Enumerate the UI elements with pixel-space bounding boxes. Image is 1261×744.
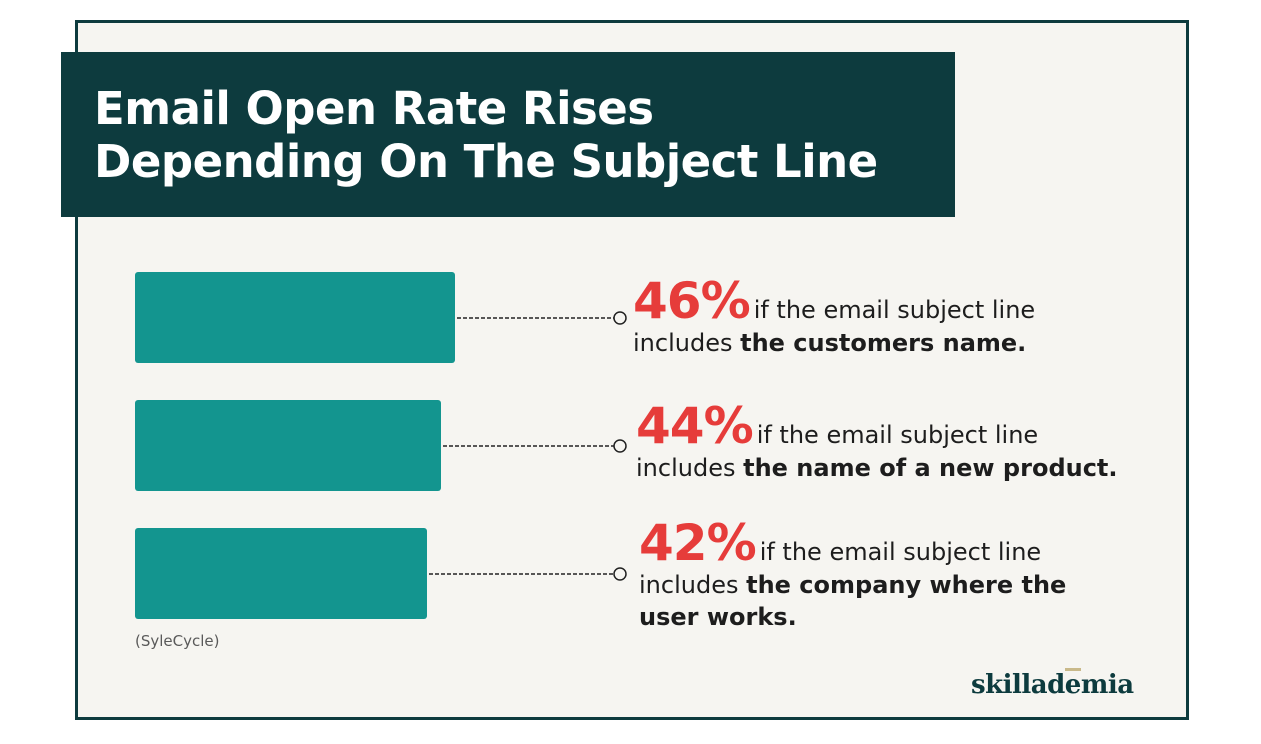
- bar-label-1: 44% if the email subject line includes th…: [636, 400, 1118, 484]
- label-tail: if the email subject line: [756, 421, 1039, 449]
- label-bold: the name of a new product.: [743, 454, 1118, 482]
- bar-1: [135, 400, 441, 491]
- label-tail: if the email subject line: [759, 538, 1042, 566]
- value-label: 42%: [639, 514, 757, 572]
- label-bold: the company where the: [746, 571, 1067, 599]
- value-label: 46%: [633, 272, 751, 330]
- bar-0: [135, 272, 455, 363]
- logo-accent: [1065, 668, 1081, 671]
- value-label: 44%: [636, 397, 754, 455]
- title-line-2: Depending On The Subject Line: [94, 135, 878, 188]
- label-bold-2: user works.: [639, 603, 797, 631]
- bar-2: [135, 528, 427, 619]
- bar-label-0: 46% if the email subject line includes th…: [633, 275, 1035, 359]
- title-line-1: Email Open Rate Rises: [94, 82, 654, 135]
- title-banner: Email Open Rate Rises Depending On The S…: [61, 52, 955, 217]
- label-tail: if the email subject line: [753, 296, 1036, 324]
- bar-label-2: 42% if the email subject line includes th…: [639, 517, 1066, 633]
- label-prefix: includes: [633, 329, 741, 357]
- source-note: (SyleCycle): [135, 632, 220, 650]
- brand-logo: skillademia: [971, 670, 1134, 700]
- label-prefix: includes: [639, 571, 747, 599]
- label-prefix: includes: [636, 454, 744, 482]
- label-bold: the customers name.: [740, 329, 1027, 357]
- leader-dot-1: [613, 439, 627, 453]
- leader-dot-2: [613, 567, 627, 581]
- leader-dot-0: [613, 311, 627, 325]
